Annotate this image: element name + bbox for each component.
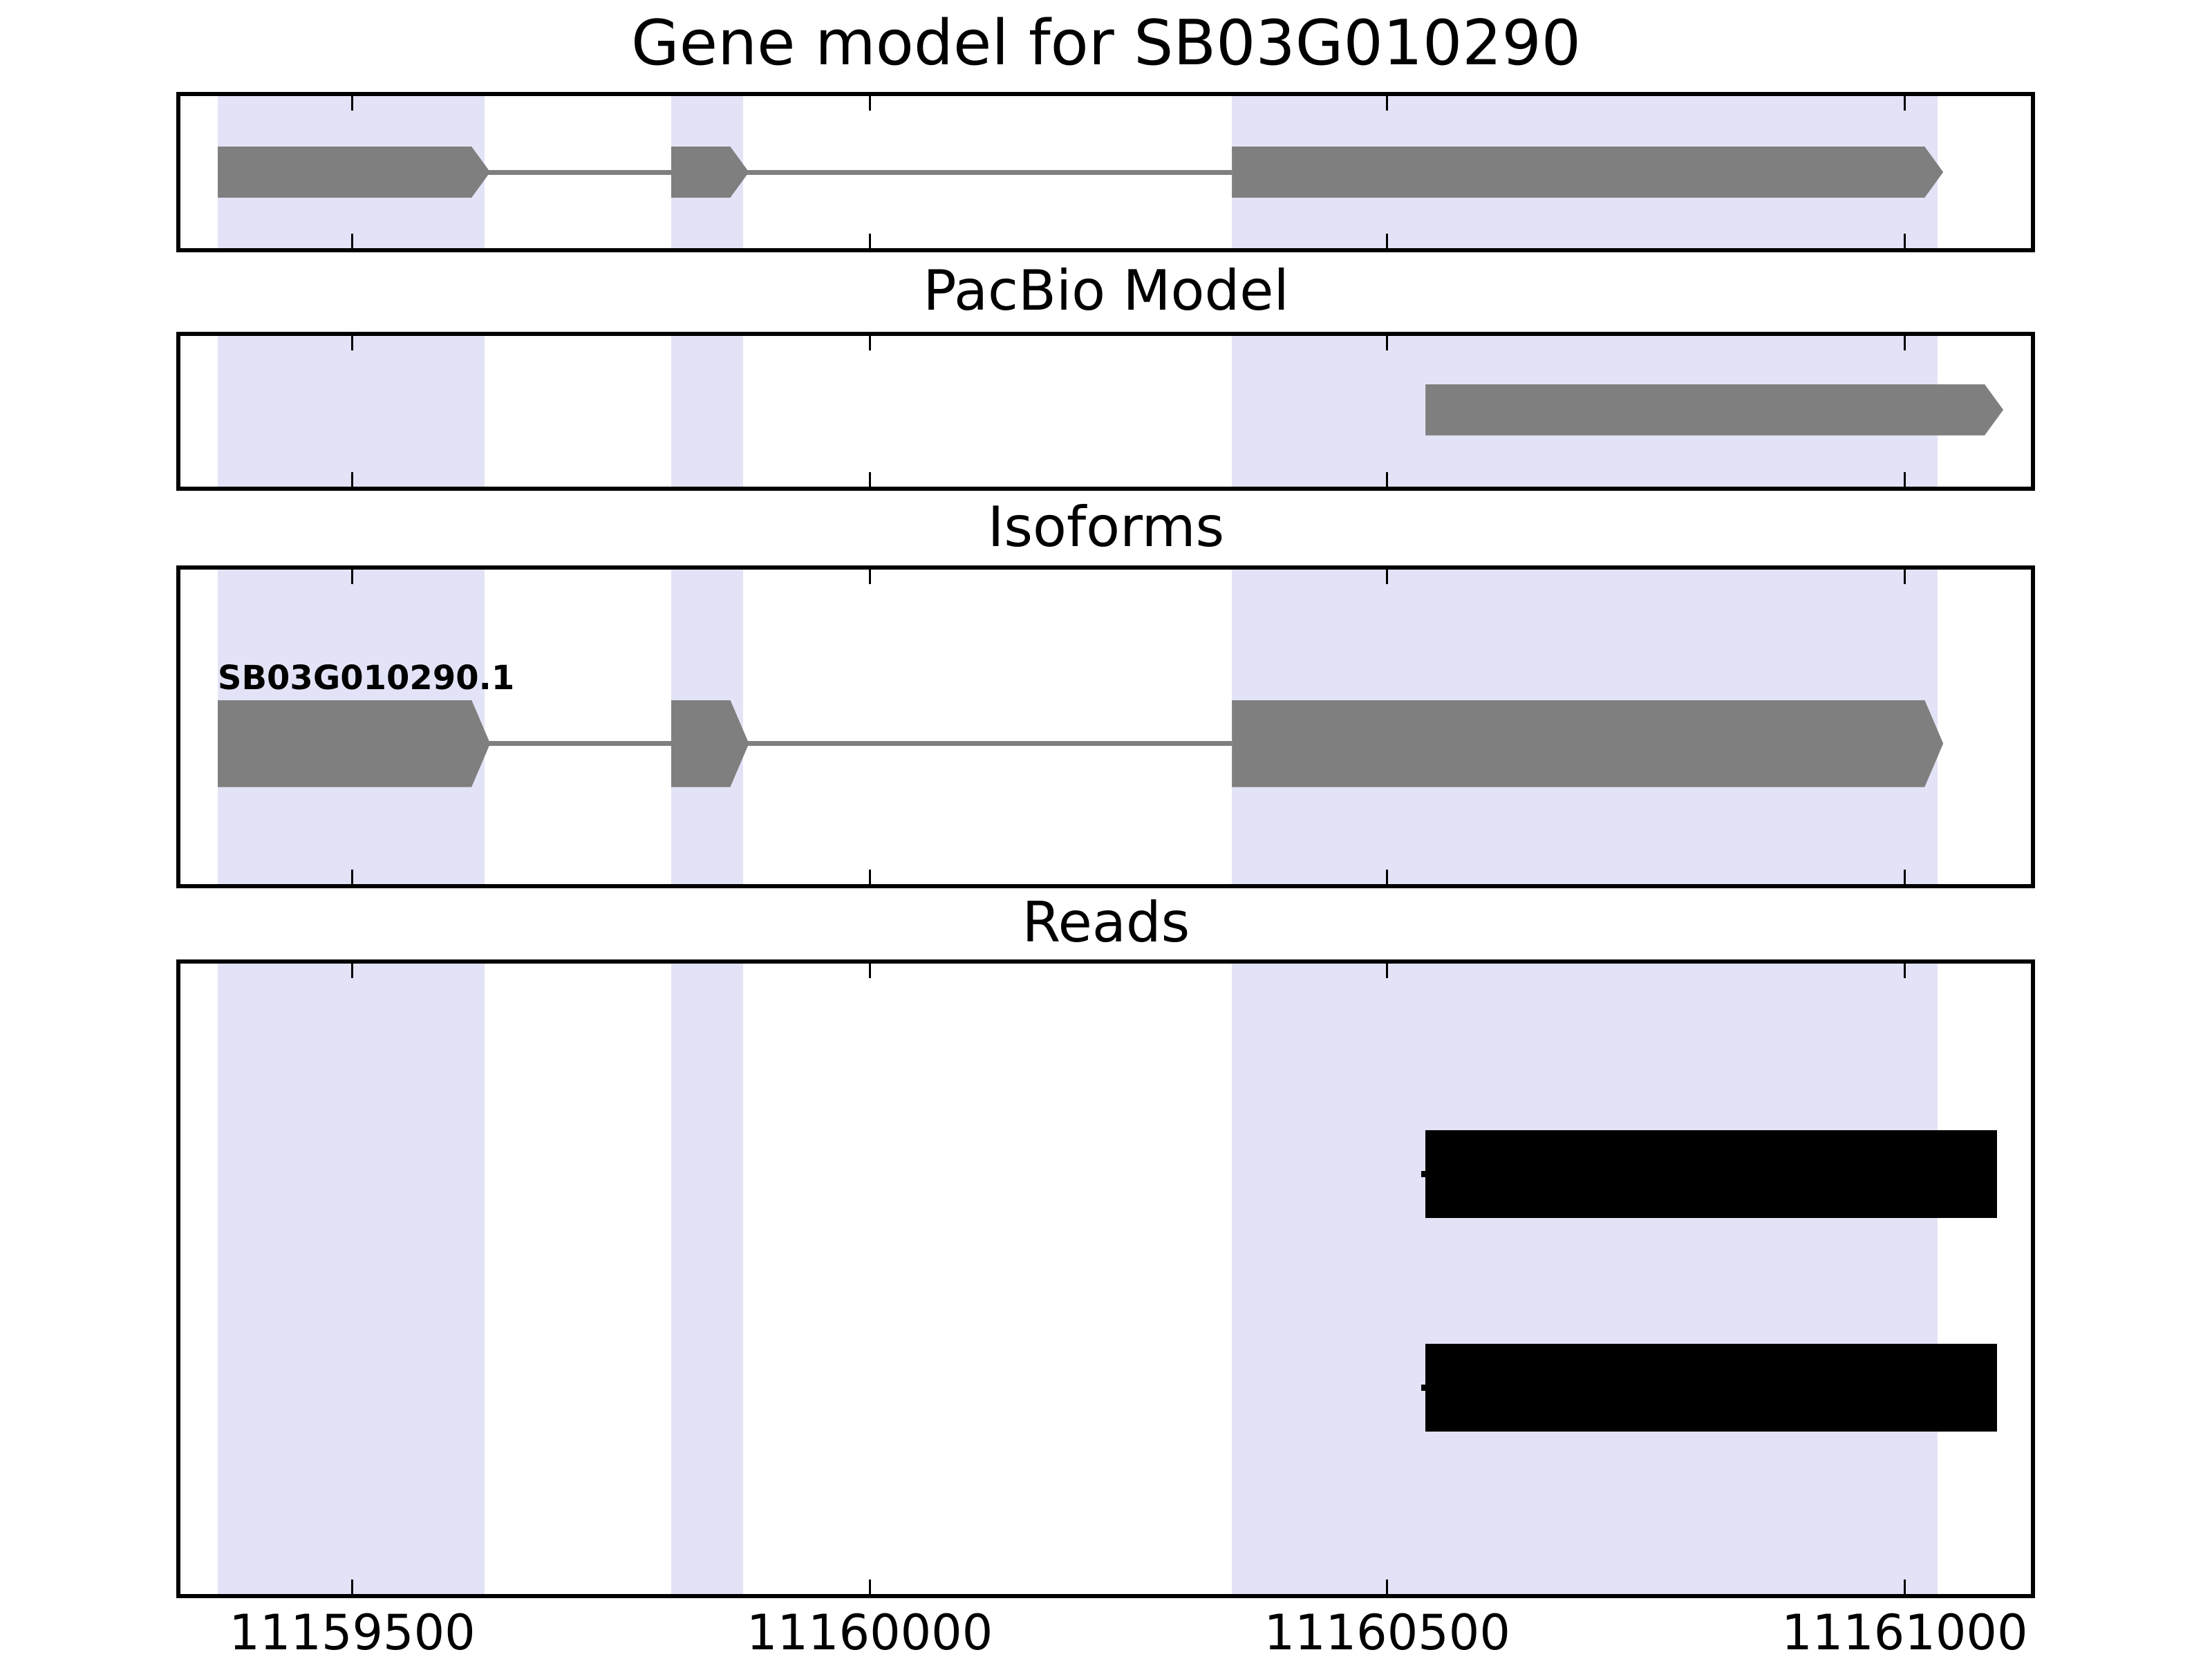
x-axis-tick-label: 11160000	[746, 1604, 993, 1659]
axis-tick	[351, 1580, 354, 1594]
axis-tick	[1903, 336, 1906, 350]
axis-tick	[351, 234, 354, 248]
axis-tick	[1386, 1580, 1389, 1594]
axis-tick	[1386, 96, 1389, 111]
axis-tick	[1386, 234, 1389, 248]
axis-tick	[868, 96, 871, 111]
isoforms-panel-title: Isoforms	[987, 494, 1225, 559]
exon-highlight-band	[671, 336, 744, 487]
axis-tick	[1386, 570, 1389, 584]
axis-tick	[868, 570, 871, 584]
exon-arrow	[1232, 700, 1943, 787]
figure-title: Gene model for SB03G010290	[630, 7, 1582, 79]
pacbio-plot-area	[180, 336, 2031, 487]
isoforms-panel: SB03G010290.1	[176, 565, 2035, 888]
axis-tick	[1386, 336, 1389, 350]
axis-tick	[868, 234, 871, 248]
axis-tick	[868, 472, 871, 487]
axis-tick	[1903, 96, 1906, 111]
exon-arrow	[1232, 147, 1943, 198]
axis-tick	[1903, 870, 1906, 884]
axis-tick	[1903, 1580, 1906, 1594]
axis-tick	[351, 570, 354, 584]
axis-tick	[1903, 472, 1906, 487]
axis-tick	[868, 1580, 871, 1594]
gene-model-panel	[176, 92, 2035, 252]
read-bar	[1425, 1130, 1997, 1219]
axis-tick	[1386, 472, 1389, 487]
exon-arrow	[218, 147, 490, 198]
reads-plot-area	[180, 964, 2031, 1594]
axis-tick	[1903, 964, 1906, 978]
axis-tick	[868, 964, 871, 978]
axis-tick	[1386, 964, 1389, 978]
axis-tick	[351, 472, 354, 487]
intron-line	[485, 741, 671, 747]
x-axis-tick-label: 11161000	[1781, 1604, 2028, 1659]
pacbio-panel-title: PacBio Model	[923, 258, 1289, 323]
read-bar	[1425, 1344, 1997, 1432]
exon-arrow	[1425, 384, 2003, 435]
reads-panel	[176, 959, 2035, 1598]
axis-tick	[1386, 870, 1389, 884]
intron-line	[743, 169, 1232, 175]
x-axis-tick-label: 11160500	[1264, 1604, 1510, 1659]
reads-panel-title: Reads	[1022, 890, 1190, 955]
exon-highlight-band	[1232, 964, 1938, 1594]
axis-tick	[868, 870, 871, 884]
axis-tick	[351, 870, 354, 884]
isoform-label: SB03G010290.1	[217, 658, 515, 697]
axis-tick	[1903, 570, 1906, 584]
intron-line	[485, 169, 671, 175]
read-start-marker	[1421, 1385, 1428, 1391]
axis-tick	[1903, 234, 1906, 248]
exon-highlight-band	[217, 336, 485, 487]
gene-model-plot-area	[180, 96, 2031, 248]
isoforms-plot-area: SB03G010290.1	[180, 570, 2031, 884]
axis-tick	[351, 96, 354, 111]
axis-tick	[868, 336, 871, 350]
exon-arrow	[671, 147, 749, 198]
exon-highlight-band	[671, 964, 744, 1594]
exon-arrow	[671, 700, 749, 787]
pacbio-panel	[176, 332, 2035, 491]
read-start-marker	[1421, 1171, 1428, 1178]
axis-tick	[351, 336, 354, 350]
x-axis-tick-label: 11159500	[229, 1604, 476, 1659]
axis-tick	[351, 964, 354, 978]
exon-highlight-band	[217, 964, 485, 1594]
intron-line	[743, 741, 1232, 747]
exon-arrow	[218, 700, 490, 787]
